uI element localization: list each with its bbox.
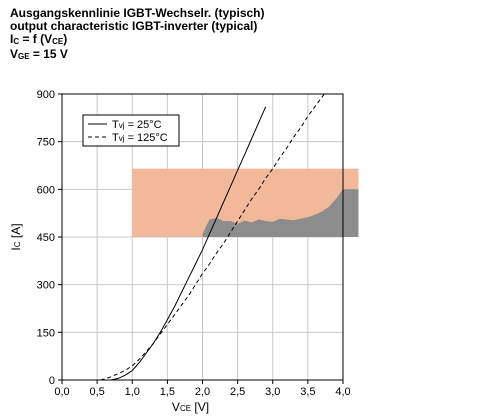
- y-tick-label: 150: [37, 327, 55, 339]
- y-tick-label: 450: [37, 232, 55, 244]
- legend-label-1: Tvj = 25°C: [112, 119, 162, 131]
- legend-label-main: T: [112, 119, 119, 131]
- x-tick-label: 3,5: [300, 386, 315, 398]
- formula-ic-sub: C: [13, 37, 20, 46]
- title-english: output characteristic IGBT-inverter (typ…: [10, 19, 258, 33]
- x-tick-label: 0,0: [54, 386, 69, 398]
- vge-value: = 15 V: [29, 47, 68, 61]
- y-tick-label: 600: [37, 184, 55, 196]
- x-tick-label: 2,0: [195, 386, 210, 398]
- y-axis-label: IC [A]: [9, 223, 23, 250]
- legend-label-sub: vj: [119, 121, 125, 130]
- x-tick-label: 1,0: [125, 386, 140, 398]
- legend-label-sub: vj: [119, 134, 125, 143]
- x-tick-label: 3,0: [265, 386, 280, 398]
- x-tick-label: 2,5: [230, 386, 245, 398]
- x-axis-label-main: V: [172, 400, 180, 414]
- x-tick-label: 0,5: [89, 386, 104, 398]
- highlight-area: [202, 189, 359, 237]
- vge-sub: GE: [18, 52, 30, 61]
- series-line-2: [100, 94, 325, 380]
- x-tick-label: 1,5: [160, 386, 175, 398]
- x-axis-label: VCE [V]: [172, 400, 209, 414]
- x-axis-label-sub: CE: [180, 404, 191, 413]
- y-axis-label-main: I: [9, 247, 23, 250]
- y-axis-label-unit: [A]: [9, 223, 23, 241]
- legend-label-2: Tvj = 125°C: [112, 132, 168, 144]
- y-axis-label-sub: C: [13, 241, 22, 247]
- y-tick-label: 0: [49, 375, 55, 387]
- y-tick-label: 750: [37, 137, 55, 149]
- y-tick-label: 300: [37, 280, 55, 292]
- vge-line: VGE = 15 V: [10, 48, 265, 63]
- formula-line: IC = f (VCE): [10, 33, 265, 48]
- title-german: Ausgangskennlinie IGBT-Wechselr. (typisc…: [10, 6, 265, 20]
- chart-header: Ausgangskennlinie IGBT-Wechselr. (typisc…: [10, 7, 265, 63]
- formula-close: ): [63, 32, 68, 46]
- legend-label-rest: = 125°C: [125, 132, 168, 144]
- y-tick-label: 900: [37, 89, 55, 101]
- vge-v: V: [10, 47, 19, 61]
- x-axis-label-unit: [V]: [191, 400, 209, 414]
- legend-label-main: T: [112, 132, 119, 144]
- series-line-1: [111, 106, 267, 380]
- formula-ic: I: [10, 32, 14, 46]
- formula-eq: = f (V: [19, 32, 53, 46]
- legend-label-rest: = 25°C: [125, 119, 162, 131]
- formula-vce-sub: CE: [52, 37, 64, 46]
- legend-box: [82, 114, 180, 147]
- x-tick-label: 4,0: [335, 386, 350, 398]
